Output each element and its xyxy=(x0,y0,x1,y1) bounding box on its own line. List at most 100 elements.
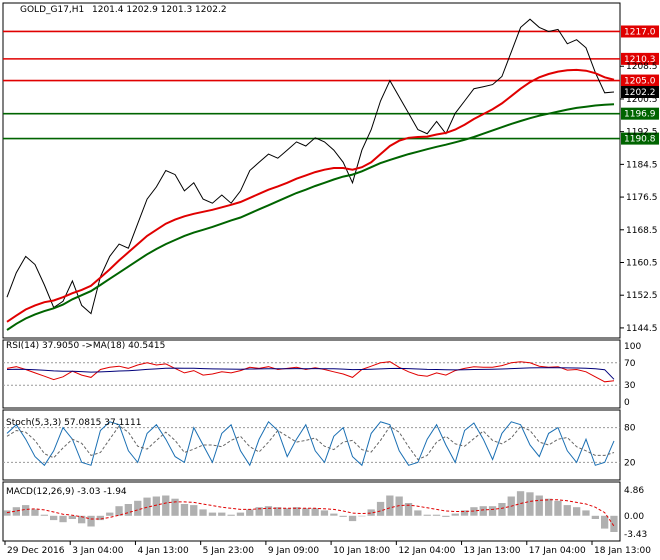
macd-hist-bar xyxy=(180,504,189,516)
level-label: 1217.0 xyxy=(624,27,656,37)
horizontal-levels: 1217.0 1210.3 1205.0 1196.9 1190.8 xyxy=(3,25,659,145)
level-tag xyxy=(621,74,659,87)
macd-tick-label: 4.86 xyxy=(624,486,644,496)
price-tick-label: 1144.5 xyxy=(626,324,658,334)
price-tick-label: 1200.5 xyxy=(626,95,658,105)
time-tick-label: 5 Jan 23:00 xyxy=(203,546,255,556)
rsi-tick-label: 0 xyxy=(624,398,630,408)
macd-hist-bar xyxy=(236,512,245,516)
series-ma_mid xyxy=(6,68,615,323)
panel-frames xyxy=(2,2,621,542)
macd-hist-bar xyxy=(264,506,273,516)
macd-hist-bar xyxy=(40,514,48,516)
macd-hist-bar xyxy=(31,509,39,516)
macd-hist-bar xyxy=(386,495,394,516)
macd-hist-bar xyxy=(283,508,291,516)
time-tick-label: 18 Jan 13:00 xyxy=(594,546,651,556)
macd-hist-bar xyxy=(115,506,123,516)
panel-macd-frame xyxy=(2,481,621,542)
macd-hist-bar xyxy=(582,510,590,516)
macd-hist-bar xyxy=(498,503,506,516)
price-series: 1202.2 xyxy=(6,18,659,331)
price-tick-label: 1176.5 xyxy=(626,193,658,203)
price-tick-label: 1208.5 xyxy=(626,62,658,72)
axis-labels: 1208.5 1200.5 1192.5 1184.5 1176.5 1168.5 1160… xyxy=(4,62,658,556)
macd-hist-bar xyxy=(348,515,357,522)
time-tick-label: 17 Jan 04:00 xyxy=(529,546,586,556)
macd-hist-bar xyxy=(554,500,562,516)
macd-hist-bar xyxy=(432,514,441,516)
macd-hist-bar xyxy=(96,515,104,521)
panel-rsi-frame xyxy=(2,339,621,409)
level-label: 1190.8 xyxy=(624,135,656,145)
macd-hist-bar xyxy=(563,505,571,516)
price-tick-label: 1160.5 xyxy=(626,258,658,268)
macd-hist-bar xyxy=(12,507,20,516)
rsi-tick-label: 70 xyxy=(624,359,636,369)
macd-tick-label: 0.00 xyxy=(624,512,644,522)
time-tick-label: 9 Jan 09:00 xyxy=(268,546,320,556)
macd-hist-bar xyxy=(535,495,543,516)
rsi-tick-label: 30 xyxy=(624,381,636,391)
macd-hist-bar xyxy=(68,515,76,519)
price-tick-label: 1152.5 xyxy=(626,291,658,301)
macd-hist-bar xyxy=(451,513,459,516)
macd-hist-bar xyxy=(601,515,609,529)
level-tag xyxy=(621,132,659,145)
level-label: 1196.9 xyxy=(624,110,656,120)
macd-signal-line xyxy=(6,499,615,527)
level-label: 1205.0 xyxy=(624,77,656,87)
stochastic-panel: 80 20 xyxy=(3,420,636,468)
macd-hist-bar xyxy=(218,512,226,516)
rsi-panel: 100 70 30 0 xyxy=(3,342,641,408)
macd-hist-bar xyxy=(22,505,30,516)
panel-stoch-frame xyxy=(2,409,621,481)
rsi-ma-line xyxy=(6,367,615,380)
macd-hist-bar xyxy=(526,492,534,516)
macd-panel: 4.86 0.00 -3.43 xyxy=(3,486,647,540)
macd-hist-bar xyxy=(292,507,301,516)
time-tick-label: 3 Jan 04:00 xyxy=(72,546,124,556)
macd-hist-bar xyxy=(255,507,263,516)
level-label: 1210.3 xyxy=(624,55,656,65)
macd-hist-bar xyxy=(311,508,319,516)
macd-hist-bar xyxy=(404,503,413,516)
rsi-tick-label: 100 xyxy=(624,342,641,352)
series-price xyxy=(6,18,615,315)
macd-hist-bar xyxy=(274,507,282,516)
macd-hist-bar xyxy=(227,514,235,516)
macd-hist-bar xyxy=(573,507,581,516)
macd-hist-bar xyxy=(78,515,86,524)
level-tag xyxy=(621,52,659,65)
macd-hist-bar xyxy=(423,514,431,516)
macd-hist-bar xyxy=(302,508,310,516)
ohlc-readout: 1201.4 1202.9 1201.3 1202.2 xyxy=(92,5,227,15)
macd-hist-bar xyxy=(190,505,198,516)
rsi-title: RSI(14) 37.9050 ->MA(18) 40.5415 xyxy=(6,341,165,351)
current-price-label: 1202.2 xyxy=(624,88,656,98)
macd-hist-bar xyxy=(152,496,160,516)
macd-hist-bar xyxy=(479,506,487,516)
macd-hist-bar xyxy=(50,515,58,521)
stoch-title: Stoch(5,3,3) 57.0815 37.1111 xyxy=(6,418,141,428)
macd-hist-bar xyxy=(246,509,254,516)
panel-price-frame xyxy=(2,2,621,339)
macd-hist-bar xyxy=(162,495,170,516)
macd-hist-bar xyxy=(414,510,422,516)
time-tick-label: 29 Dec 2016 xyxy=(7,546,65,556)
macd-hist-bar xyxy=(199,509,207,516)
macd-tick-label: -3.43 xyxy=(624,530,647,540)
macd-hist-bar xyxy=(134,500,142,516)
current-price-tag xyxy=(621,85,659,98)
time-tick-label: 4 Jan 13:00 xyxy=(137,546,189,556)
time-tick-label: 12 Jan 04:00 xyxy=(398,546,455,556)
macd-hist-bar xyxy=(59,515,67,523)
macd-hist-bar xyxy=(610,515,618,532)
stoch-signal-line xyxy=(6,425,615,461)
time-tick-label: 13 Jan 13:00 xyxy=(464,546,521,556)
macd-hist-bar xyxy=(488,506,497,516)
symbol-label: GOLD_G17,H1 xyxy=(20,5,84,15)
macd-hist-bar xyxy=(591,515,599,519)
stoch-main-line xyxy=(6,420,615,467)
